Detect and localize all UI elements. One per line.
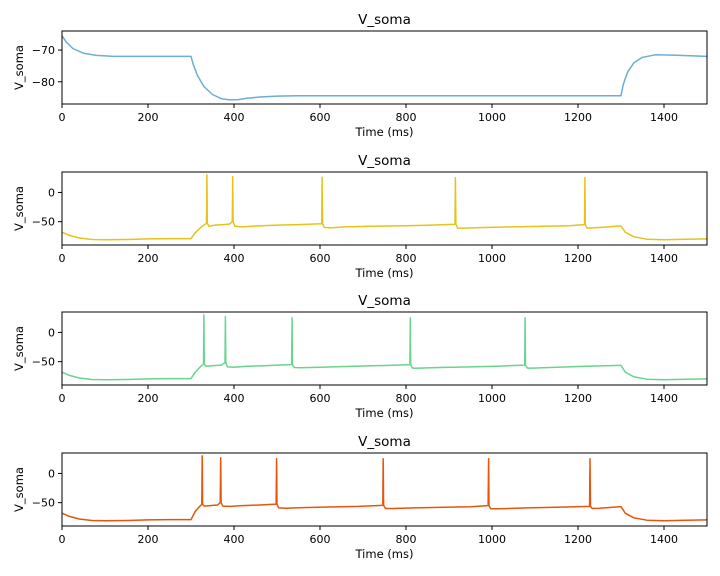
subplot-title: V_soma [358, 12, 411, 28]
voltage-trace [62, 314, 707, 381]
x-tick-label: 0 [59, 392, 66, 405]
x-tick-label: 1400 [650, 533, 678, 546]
x-tick-label: 0 [59, 111, 66, 124]
subplot-title: V_soma [358, 434, 411, 450]
y-axis-label: V_soma [12, 186, 26, 231]
voltage-trace [62, 455, 707, 522]
subplot-title: V_soma [358, 293, 411, 309]
y-axis-label: V_soma [12, 45, 26, 90]
x-tick-label: 1000 [478, 111, 506, 124]
plot-frame [61, 452, 708, 527]
x-tick-label: 400 [224, 111, 245, 124]
x-tick-label: 600 [310, 252, 331, 265]
x-axis-label: Time (ms) [355, 547, 414, 561]
x-axis-label: Time (ms) [355, 125, 414, 139]
subplot-3: V_soma 0 200 400 600 800 1000 1200 1400 −50 0 Time … [12, 293, 708, 420]
x-tick-label: 1400 [650, 111, 678, 124]
x-tick-label: 200 [138, 111, 159, 124]
x-tick-label: 0 [59, 252, 66, 265]
x-axis-label: Time (ms) [355, 266, 414, 280]
x-tick-label: 400 [224, 533, 245, 546]
y-tick-label: 0 [48, 326, 55, 339]
x-tick-label: 1200 [564, 252, 592, 265]
x-tick-label: 800 [396, 252, 417, 265]
plot-frame [61, 311, 708, 386]
x-tick-label: 200 [138, 252, 159, 265]
y-tick-label: −80 [32, 76, 55, 89]
subplot-1: V_soma 0 200 400 600 800 1000 1200 1400 −80 −70 Tim… [12, 12, 708, 139]
plot-frame [61, 30, 708, 105]
voltage-trace [62, 35, 707, 101]
y-axis-label: V_soma [12, 467, 26, 512]
subplot-4: V_soma 0 200 400 600 800 1000 1200 1400 −50 0 Time … [12, 434, 708, 561]
x-tick-label: 600 [310, 111, 331, 124]
y-tick-label: −50 [32, 216, 55, 229]
y-axis-label: V_soma [12, 326, 26, 371]
x-tick-label: 400 [224, 392, 245, 405]
y-tick-label: −50 [32, 497, 55, 510]
y-tick-label: −50 [32, 356, 55, 369]
x-tick-label: 800 [396, 111, 417, 124]
x-tick-label: 200 [138, 392, 159, 405]
subplot-title: V_soma [358, 153, 411, 169]
voltage-trace [62, 174, 707, 241]
x-tick-label: 1400 [650, 252, 678, 265]
x-tick-label: 200 [138, 533, 159, 546]
x-tick-label: 1000 [478, 533, 506, 546]
x-tick-label: 1000 [478, 392, 506, 405]
x-tick-label: 1200 [564, 533, 592, 546]
x-tick-label: 1200 [564, 392, 592, 405]
y-tick-label: −70 [32, 44, 55, 57]
plot-frame [61, 171, 708, 246]
x-tick-label: 600 [310, 533, 331, 546]
x-tick-label: 1400 [650, 392, 678, 405]
x-tick-label: 1200 [564, 111, 592, 124]
x-tick-label: 1000 [478, 252, 506, 265]
subplot-2: V_soma 0 200 400 600 800 1000 1200 1400 −50 0 Time … [12, 153, 708, 280]
y-tick-label: 0 [48, 467, 55, 480]
x-tick-label: 0 [59, 533, 66, 546]
x-tick-label: 600 [310, 392, 331, 405]
x-axis-label: Time (ms) [355, 406, 414, 420]
x-tick-label: 800 [396, 533, 417, 546]
x-tick-label: 800 [396, 392, 417, 405]
y-tick-label: 0 [48, 186, 55, 199]
x-tick-label: 400 [224, 252, 245, 265]
